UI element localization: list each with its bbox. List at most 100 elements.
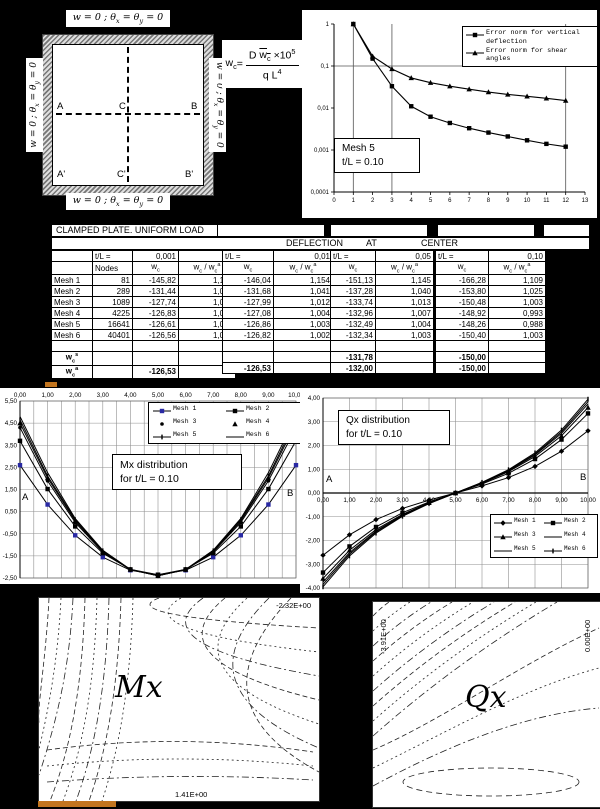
table-cell: t/L =	[222, 250, 274, 262]
legend-marker-icon	[544, 536, 562, 538]
table-cell: 0,05	[375, 250, 434, 262]
legend-label: Mesh 6	[246, 431, 270, 438]
legend-marker-icon	[153, 434, 171, 440]
table-cell: -126,53	[222, 362, 274, 375]
legend-item: Mesh 3	[153, 418, 226, 428]
bc-left-text: w = 0 ; θx = θy = 0	[29, 62, 41, 148]
svg-text:0,00: 0,00	[317, 497, 330, 504]
legend-marker-icon	[466, 49, 484, 55]
svg-text:0,001: 0,001	[314, 148, 330, 154]
deflection-table-group-0: t/L = 0,001 Nodes wc wc / wca Mesh 1 81 -145,82…	[51, 250, 236, 379]
table-cell: 1,004	[375, 318, 434, 331]
table-cell	[51, 260, 93, 276]
table-header-band: CLAMPED PLATE. UNIFORM LOAD DEFLECTION A…	[51, 224, 590, 250]
svg-text:0,00: 0,00	[308, 490, 321, 497]
legend-marker-icon	[226, 436, 244, 438]
svg-text:1: 1	[326, 22, 330, 28]
deflection-table-group-3: t/L = 0,10 wc wc / wca -166,28 1,109 -153,80 1,…	[435, 250, 546, 375]
svg-text:8: 8	[487, 198, 491, 204]
table-cell: -153,80	[435, 285, 489, 298]
table-cell	[375, 340, 434, 353]
table-cell: 1089	[92, 296, 133, 309]
svg-text:1,50: 1,50	[5, 487, 18, 494]
legend-marker-icon	[544, 520, 562, 526]
qx-label-A: A	[326, 474, 333, 485]
table-cell: 1,004	[273, 307, 333, 320]
annotation-line-2: t/L = 0.10	[342, 156, 384, 168]
legend-label: Mesh 1	[514, 517, 536, 524]
legend-marker-icon	[153, 408, 171, 414]
table-cell: -131,78	[330, 351, 376, 364]
table-cell: Nodes	[92, 260, 133, 276]
boundary-condition-left: w = 0 ; θx = θy = 0	[26, 58, 43, 152]
table-cell: 0,001	[132, 250, 179, 262]
table-cell: Mesh 6	[51, 329, 93, 342]
qx-contour-label: Qx	[465, 680, 507, 715]
table-title-spacer	[217, 224, 325, 237]
legend-label: Mesh 2	[246, 405, 270, 412]
svg-text:1: 1	[352, 198, 356, 204]
table-cell: Mesh 4	[51, 307, 93, 320]
svg-text:2,00: 2,00	[69, 392, 82, 399]
table-cell	[51, 340, 93, 353]
table-cell: 0,10	[488, 250, 546, 262]
table-cell: Mesh 5	[51, 318, 93, 331]
table-cell: wc / wca	[375, 260, 434, 276]
legend-item: Error norm for shear angles	[466, 47, 594, 65]
table-cell: wc	[132, 260, 179, 276]
scan-artifact-strip	[38, 801, 116, 807]
legend-item: Error norm for vertical deflection	[466, 29, 594, 47]
table-cell: wc / wca	[273, 260, 333, 276]
table-cell	[273, 340, 333, 353]
table-cell	[330, 340, 376, 353]
table-cell: 16641	[92, 318, 133, 331]
table-title: CLAMPED PLATE. UNIFORM LOAD	[51, 224, 221, 237]
deflection-table-group-1: t/L = 0,01 wc wc / wca -146,04 1,154 -131,68 1,…	[222, 250, 333, 375]
table-cell	[488, 351, 546, 364]
table-cell: -131,44	[132, 285, 179, 298]
table-cell: 1,040	[375, 285, 434, 298]
qx-contour-left-value: -3.91E+00	[379, 619, 388, 654]
svg-text:5,00: 5,00	[152, 392, 165, 399]
table-cell	[375, 351, 434, 364]
svg-text:0,01: 0,01	[317, 106, 329, 112]
formula-numerator: D wc ×105	[245, 47, 299, 66]
table-cell	[92, 364, 133, 379]
boundary-condition-top: w = 0 ; θx = θy = 0	[66, 10, 170, 27]
subtitle-word-center: CENTER	[421, 238, 459, 248]
table-cell	[222, 340, 274, 353]
table-cell: 0,993	[488, 307, 546, 320]
table-cell: -148,26	[435, 318, 489, 331]
mx-contour-plot: -2.32E+00 1.41E+00 Mx	[38, 597, 320, 802]
table-title-spacer	[330, 224, 428, 237]
svg-text:7,00: 7,00	[502, 497, 515, 504]
svg-text:9,00: 9,00	[262, 392, 275, 399]
table-cell: 289	[92, 285, 133, 298]
legend-label: Mesh 3	[173, 418, 197, 425]
svg-text:4,00: 4,00	[124, 392, 137, 399]
svg-text:3,00: 3,00	[396, 497, 409, 504]
table-cell: -150,48	[435, 296, 489, 309]
legend-label: Mesh 4	[564, 531, 586, 538]
svg-text:7: 7	[467, 198, 471, 204]
table-cell: wc / wca	[178, 260, 236, 276]
table-cell: -126,82	[222, 329, 274, 342]
svg-text:0,00: 0,00	[14, 392, 27, 399]
svg-text:2,00: 2,00	[370, 497, 383, 504]
mx-contour-max-value: -2.32E+00	[276, 601, 311, 610]
table-title-spacer	[543, 224, 590, 237]
table-cell: -148,92	[435, 307, 489, 320]
legend-label: Error norm for shear angles	[486, 46, 568, 64]
table-cell: 1,013	[375, 296, 434, 309]
table-cell: t/L =	[330, 250, 376, 262]
svg-text:3: 3	[390, 198, 394, 204]
annotation-line-1: Qx distribution	[346, 415, 410, 426]
table-cell: wca	[51, 364, 93, 379]
error-norm-convergence-chart: 1 0,1 0,01 0,001 0,0001 0 1 2 3 4 5 6 7 8 9 10 11 12 13 L2…	[291, 10, 598, 218]
table-cell: Mesh 3	[51, 296, 93, 309]
table-cell: 1,012	[273, 296, 333, 309]
table-cell: 1,003	[488, 296, 546, 309]
svg-text:3,00: 3,00	[97, 392, 110, 399]
formula-denominator: q L4	[262, 66, 282, 82]
